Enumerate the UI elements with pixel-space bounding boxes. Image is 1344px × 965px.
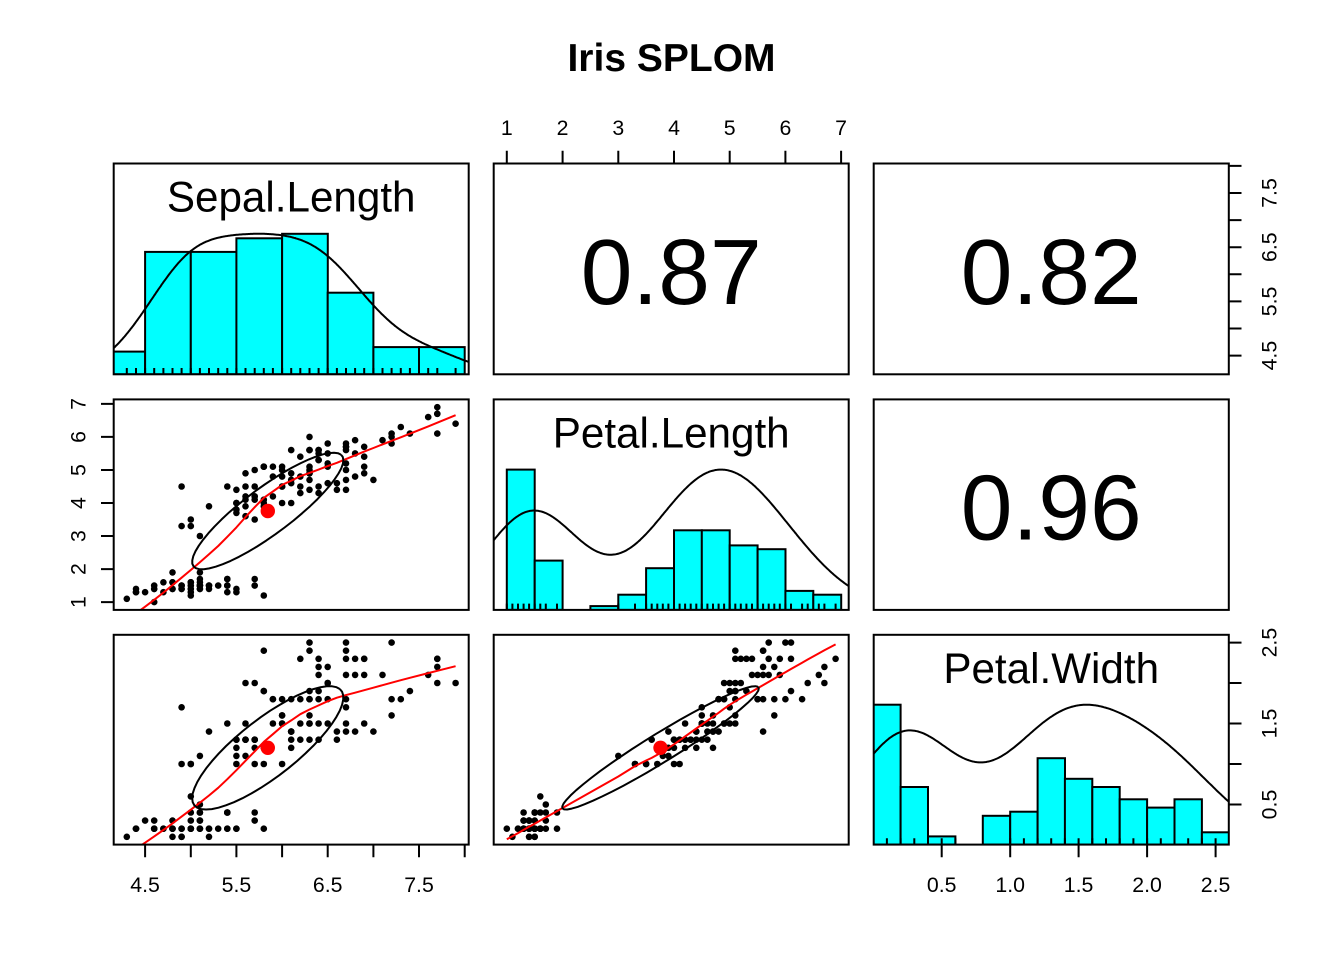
svg-text:5: 5	[724, 116, 736, 140]
svg-text:2: 2	[557, 116, 569, 140]
svg-text:7.5: 7.5	[1258, 178, 1282, 208]
svg-text:0.87: 0.87	[581, 220, 762, 324]
svg-text:6: 6	[67, 431, 91, 443]
svg-text:Sepal.Length: Sepal.Length	[167, 174, 416, 221]
svg-text:2.5: 2.5	[1201, 873, 1231, 897]
svg-text:5.5: 5.5	[222, 873, 252, 897]
svg-text:Petal.Width: Petal.Width	[943, 645, 1159, 692]
svg-text:0.5: 0.5	[1258, 790, 1282, 820]
svg-text:1: 1	[501, 116, 513, 140]
svg-text:1.0: 1.0	[995, 873, 1025, 897]
svg-text:0.82: 0.82	[961, 220, 1142, 324]
svg-text:3: 3	[67, 530, 91, 542]
svg-text:Iris SPLOM: Iris SPLOM	[567, 37, 775, 80]
svg-text:4: 4	[67, 497, 91, 509]
svg-text:2.5: 2.5	[1258, 628, 1282, 658]
svg-text:2.0: 2.0	[1132, 873, 1162, 897]
svg-text:1.5: 1.5	[1064, 873, 1094, 897]
svg-text:1.5: 1.5	[1258, 709, 1282, 739]
svg-text:5: 5	[67, 464, 91, 476]
svg-text:1: 1	[67, 596, 91, 608]
svg-text:7: 7	[835, 116, 847, 140]
svg-text:2: 2	[67, 563, 91, 575]
svg-text:4: 4	[668, 116, 680, 140]
svg-text:6.5: 6.5	[1258, 232, 1282, 262]
svg-text:6.5: 6.5	[313, 873, 343, 897]
svg-text:7: 7	[67, 398, 91, 410]
svg-text:6: 6	[779, 116, 791, 140]
svg-text:5.5: 5.5	[1258, 287, 1282, 317]
svg-text:4.5: 4.5	[1258, 341, 1282, 371]
svg-text:0.5: 0.5	[927, 873, 957, 897]
svg-text:4.5: 4.5	[130, 873, 160, 897]
svg-text:0.96: 0.96	[961, 456, 1142, 560]
svg-text:7.5: 7.5	[404, 873, 434, 897]
svg-text:3: 3	[612, 116, 624, 140]
svg-text:Petal.Length: Petal.Length	[553, 410, 790, 457]
